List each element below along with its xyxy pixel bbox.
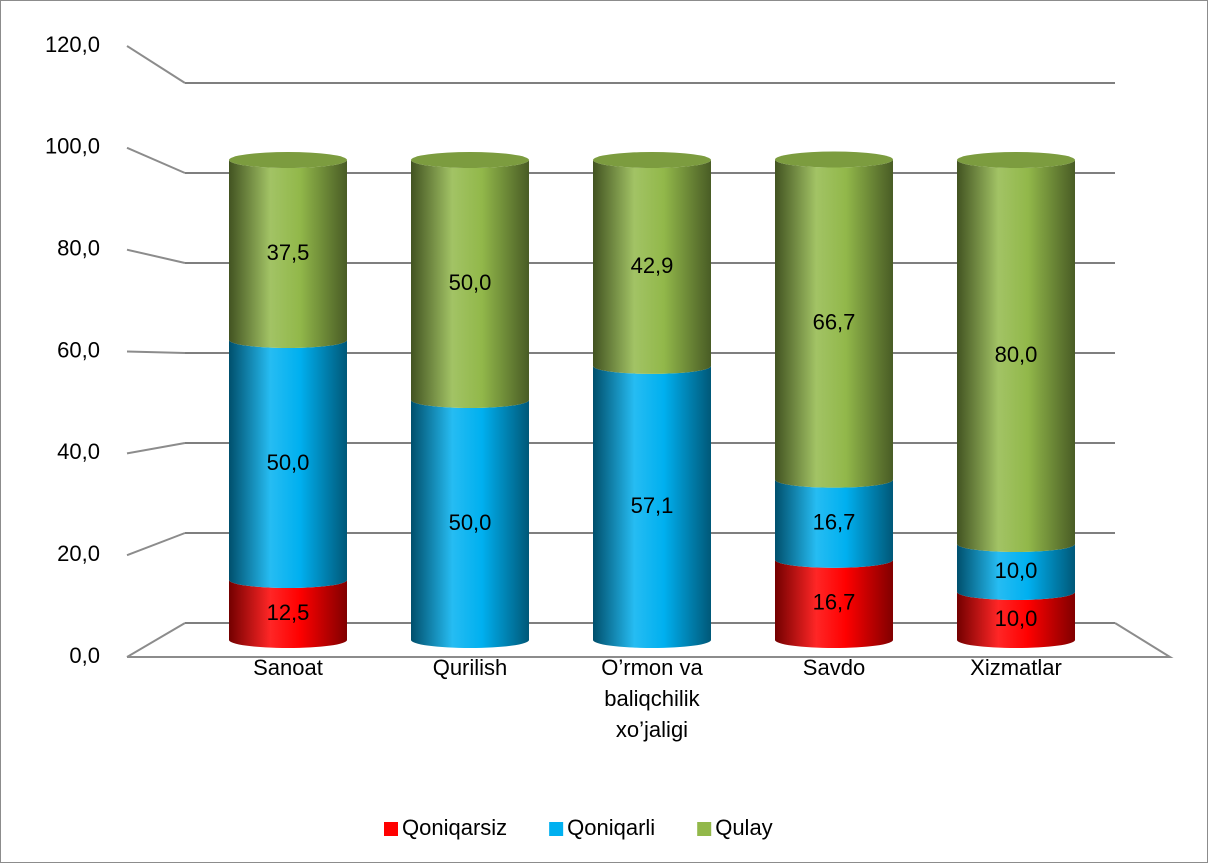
legend-swatch	[697, 822, 712, 836]
data-label: 80,0	[995, 342, 1038, 367]
data-label: 16,7	[813, 510, 856, 535]
legend-swatch	[384, 822, 398, 836]
bar-segment	[957, 592, 1075, 648]
bar-top	[229, 152, 347, 168]
data-label: 50,0	[267, 450, 310, 475]
grid-line	[126, 248, 186, 264]
y-tick-label: 40,0	[57, 439, 100, 464]
data-label: 50,0	[449, 510, 492, 535]
bar-top	[593, 152, 711, 168]
y-tick-label: 0,0	[69, 643, 100, 668]
grid-line	[126, 350, 186, 354]
grid-line	[126, 532, 186, 557]
x-tick-label: Xizmatlar	[970, 655, 1062, 680]
legend-label: Qoniqarli	[567, 815, 655, 840]
y-tick-label: 20,0	[57, 541, 100, 566]
x-tick-label: O’rmon va baliqchilik xo’jaligi	[601, 655, 703, 742]
data-label: 10,0	[995, 558, 1038, 583]
grid-line	[126, 622, 186, 658]
data-label: 50,0	[449, 270, 492, 295]
bar-segment	[411, 160, 529, 408]
data-label: 42,9	[631, 253, 674, 278]
y-tick-label: 80,0	[57, 235, 100, 260]
bar-segment	[775, 559, 893, 648]
y-tick-label: 120,0	[45, 32, 100, 57]
x-tick-label: Qurilish	[432, 655, 508, 680]
floor-edge	[127, 622, 1174, 658]
data-label: 57,1	[631, 493, 674, 518]
bar-segment	[775, 479, 893, 568]
bar-segment	[957, 544, 1075, 600]
x-tick-label: Sanoat	[253, 655, 323, 680]
data-label: 16,7	[813, 590, 856, 615]
grid-line	[126, 442, 186, 455]
legend-label: Qulay	[715, 815, 772, 840]
bar-top	[957, 152, 1075, 168]
legend-label: Qoniqarsiz	[402, 815, 507, 840]
bar-segment	[229, 580, 347, 648]
bar-top	[411, 152, 529, 168]
data-label: 12,5	[267, 600, 310, 625]
bar-segment	[229, 160, 347, 348]
bar-segment	[957, 160, 1075, 552]
data-label: 66,7	[813, 309, 856, 334]
bar-segment	[593, 365, 711, 648]
bar-segment	[593, 160, 711, 374]
data-label: 37,5	[267, 240, 310, 265]
bar-segment	[229, 340, 347, 588]
y-tick-label: 60,0	[57, 337, 100, 362]
grid-line	[126, 45, 186, 84]
grid-line	[126, 146, 186, 174]
data-label: 10,0	[995, 606, 1038, 631]
bar-top	[775, 151, 893, 168]
legend-swatch	[549, 822, 564, 836]
y-tick-label: 100,0	[45, 134, 100, 159]
bar-segment	[411, 400, 529, 648]
bar-segment	[775, 159, 893, 488]
x-tick-label: Savdo	[802, 655, 866, 680]
